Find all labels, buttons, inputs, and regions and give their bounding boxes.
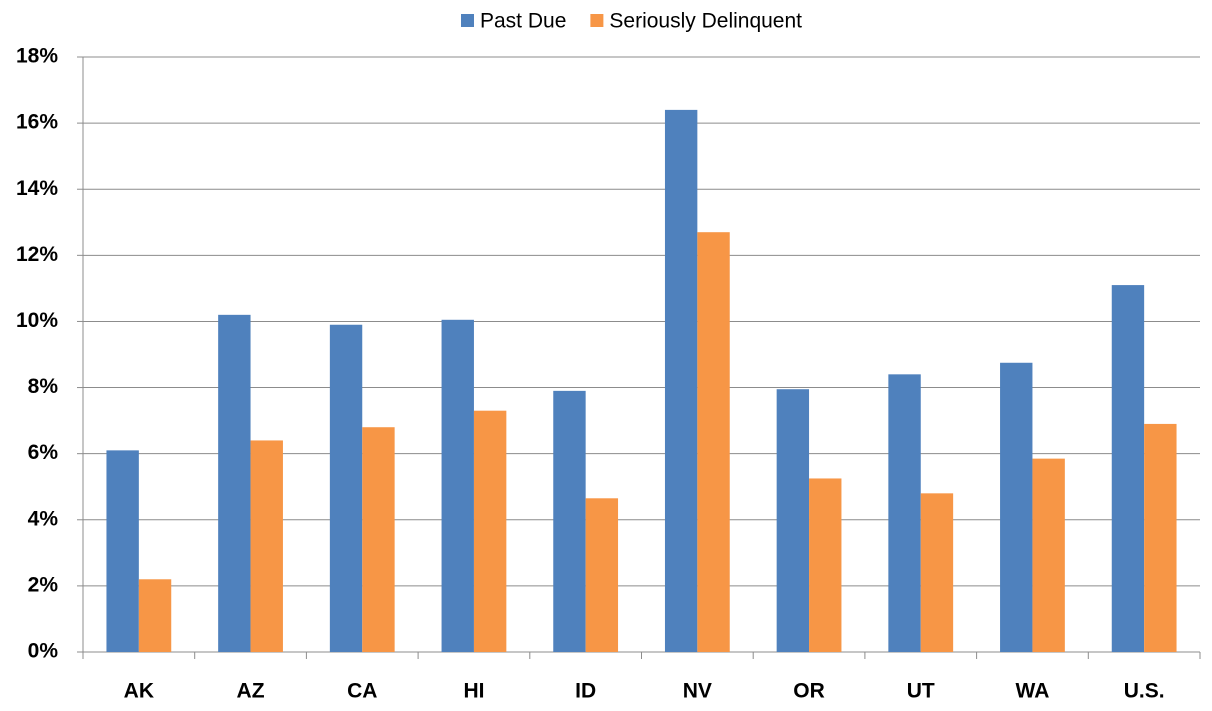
legend-label: Past Due bbox=[480, 10, 566, 33]
bar bbox=[585, 498, 619, 652]
x-tick-label: AZ bbox=[237, 680, 265, 703]
bar bbox=[1144, 423, 1177, 652]
bar bbox=[1111, 285, 1145, 652]
bar bbox=[664, 109, 698, 652]
x-tick-label: U.S. bbox=[1124, 680, 1165, 703]
y-tick-label: 8% bbox=[28, 375, 59, 398]
legend-swatch bbox=[590, 14, 604, 27]
bar bbox=[473, 410, 507, 652]
bar bbox=[920, 493, 954, 652]
x-tick-label: UT bbox=[907, 680, 935, 703]
y-tick-label: 4% bbox=[28, 507, 59, 530]
bar bbox=[138, 579, 172, 652]
legend-label: Seriously Delinquent bbox=[609, 10, 802, 33]
bar bbox=[1000, 362, 1033, 652]
y-tick-label: 10% bbox=[16, 309, 58, 332]
bar bbox=[362, 427, 395, 652]
x-tick-label: ID bbox=[575, 680, 596, 703]
x-tick-label: CA bbox=[347, 680, 377, 703]
bar bbox=[553, 390, 586, 652]
x-tick-label: NV bbox=[683, 680, 712, 703]
y-tick-label: 6% bbox=[28, 441, 59, 464]
bar bbox=[250, 440, 283, 652]
bar bbox=[441, 319, 474, 652]
x-tick-label: HI bbox=[463, 680, 484, 703]
y-tick-label: 12% bbox=[16, 243, 58, 266]
x-tick-label: AK bbox=[124, 680, 154, 703]
y-tick-label: 14% bbox=[16, 177, 58, 200]
bar bbox=[218, 314, 251, 652]
y-tick-label: 18% bbox=[16, 45, 58, 68]
bar bbox=[697, 232, 730, 652]
y-tick-label: 0% bbox=[28, 640, 59, 663]
bar bbox=[809, 478, 842, 652]
x-tick-label: WA bbox=[1016, 680, 1050, 703]
bar bbox=[1032, 458, 1065, 652]
x-tick-label: OR bbox=[793, 680, 825, 703]
bar bbox=[776, 389, 810, 652]
y-tick-label: 2% bbox=[28, 573, 59, 596]
bar bbox=[888, 374, 921, 652]
y-tick-label: 16% bbox=[16, 111, 58, 134]
bar bbox=[329, 324, 363, 652]
legend-swatch bbox=[461, 14, 474, 27]
bar bbox=[106, 450, 139, 652]
